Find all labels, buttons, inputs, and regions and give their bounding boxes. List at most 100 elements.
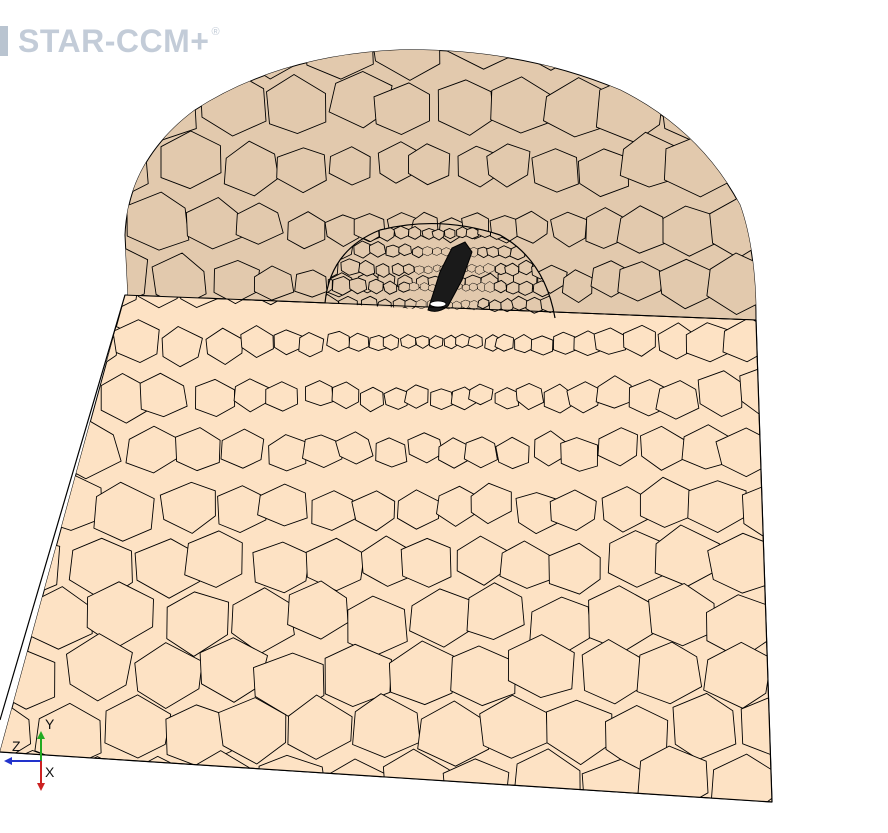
mesh-cell [175,427,221,472]
mesh-cell [507,634,575,698]
mesh-cell [0,699,32,764]
mesh-cell [432,247,442,256]
mesh-cell [287,580,349,640]
mesh-cell [655,380,700,420]
mesh-cell [494,333,514,352]
mesh-cell [66,756,137,802]
mesh-cell [403,384,429,409]
mesh-cell [340,258,360,276]
mesh-cell [31,360,90,416]
mesh-cell [276,147,327,194]
mesh-cell [549,489,597,532]
mesh-cell [587,49,666,75]
mesh-cell [622,324,656,357]
mesh-cell [125,67,197,141]
mesh-cell [375,437,408,468]
mesh-cell [687,480,747,534]
mesh-cell [139,372,188,418]
mesh-cell [414,265,425,275]
mesh-cell [443,228,456,240]
mesh-cell [548,542,601,595]
mesh-cell [706,252,756,316]
mesh-cell [497,245,512,259]
mesh-cell [253,265,295,301]
mesh-cell [373,82,430,135]
mesh-cell [370,49,441,81]
mesh-cell [137,295,179,309]
mesh-cell [382,334,400,351]
mesh-cell [483,263,495,274]
mesh-cell [0,310,64,370]
mesh-cell [353,240,371,259]
mesh-cell [335,431,374,465]
mesh-cell [414,335,430,349]
mesh-cell [408,282,420,292]
mesh-cell [463,436,498,469]
mesh-cell [0,425,68,488]
mesh-cell [518,259,533,276]
mesh-cell [468,383,494,406]
mesh-cell [66,633,133,702]
mesh-cell [195,378,236,417]
mesh-cell [515,210,549,244]
mesh-cell [477,297,490,310]
x-axis-arrow-icon [37,783,45,791]
mesh-cell [40,295,95,311]
floor-back-edge [124,294,757,321]
mesh-cell [328,146,371,186]
mesh-cell [616,205,666,254]
axis-triad: Y Z X [4,716,55,791]
mesh-cell [707,532,772,594]
floor-left-edge [0,294,126,721]
mesh-cell [486,143,531,188]
mesh-cell [442,758,510,802]
mesh-cell [430,388,454,410]
mesh-cell [422,246,433,257]
mesh-cell [159,481,216,534]
mesh-cell [294,269,328,298]
mesh-cell [185,196,243,250]
mesh-cell [298,331,325,358]
mesh-cell [421,228,436,240]
mesh-cell [385,244,401,258]
mesh-cell [495,436,530,470]
mesh-cell [467,334,483,349]
mesh-cell [93,481,155,542]
mesh-cell [715,427,772,478]
mesh-cell [266,73,327,134]
mesh-cell [324,643,392,707]
mesh-cell [398,281,411,293]
mesh-cell [199,637,269,703]
mesh-cell [257,483,308,527]
mesh-cell [382,280,398,295]
logo-mark [0,26,8,56]
x-axis-label: X [45,764,55,780]
mesh-cell [493,279,507,294]
mesh-cell [419,282,430,292]
mesh-cell [530,335,554,356]
mesh-cell [408,225,422,240]
mesh-cell [352,693,421,758]
mesh-cell [240,325,274,359]
star-ccm-logo: STAR-CCM+ ® [0,20,220,62]
floor-front-edge [0,751,773,803]
mesh-cell [160,130,222,190]
mesh-cell [287,211,326,250]
floor-right-edge [755,319,773,803]
z-axis-arrow-icon [4,757,12,765]
mesh-cell [375,263,390,278]
mesh-cell [265,381,299,412]
mesh-cell [470,482,512,525]
mesh-cell [326,330,350,353]
mesh-cell [348,277,368,295]
mesh-cell [428,335,444,349]
mesh-cell [351,490,396,532]
y-axis-label: Y [45,716,55,732]
mesh-cell [402,263,415,276]
mesh-cell [157,49,237,75]
mesh-cell [348,332,370,352]
mesh-cell [184,530,243,588]
mesh-cell [368,240,387,258]
